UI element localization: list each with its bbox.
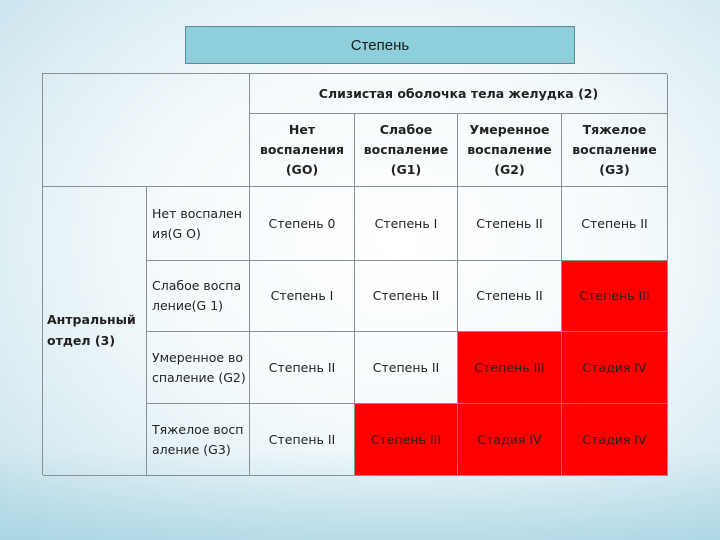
table-cell: Степень II: [355, 261, 458, 332]
table-corner-blank: [43, 74, 250, 187]
table-cell: Степень II: [355, 332, 458, 404]
table-cell: Степень II: [250, 332, 355, 404]
table-cell-highlighted: Степень III: [458, 332, 562, 404]
severity-table: Слизистая оболочка тела желудка (2) Нет …: [42, 73, 668, 476]
page-title: Степень: [185, 26, 575, 64]
column-header: Нет воспаления (GO): [250, 114, 355, 187]
column-header: Слабое воспаление (G1): [355, 114, 458, 187]
table-cell-highlighted: Стадия IV: [562, 332, 668, 404]
row-header: Слабое воспаление(G 1): [147, 261, 250, 332]
column-header: Умеренное воспаление (G2): [458, 114, 562, 187]
column-header: Тяжелое воспаление (G3): [562, 114, 668, 187]
row-header: Тяжелое воспаление (G3): [147, 404, 250, 476]
table-cell: Степень II: [458, 261, 562, 332]
row-group-header: Антральный отдел (3): [43, 187, 147, 476]
column-group-header: Слизистая оболочка тела желудка (2): [250, 74, 668, 114]
table-cell: Степень I: [250, 261, 355, 332]
table-cell: Степень II: [458, 187, 562, 261]
table-cell-highlighted: Стадия IV: [458, 404, 562, 476]
row-header: Нет воспаления(G O): [147, 187, 250, 261]
table-cell-highlighted: Степень III: [562, 261, 668, 332]
row-header: Умеренное воспаление (G2): [147, 332, 250, 404]
table-cell: Степень II: [250, 404, 355, 476]
table-cell: Степень I: [355, 187, 458, 261]
table-cell-highlighted: Стадия IV: [562, 404, 668, 476]
table-cell: Степень II: [562, 187, 668, 261]
table-cell-highlighted: Степень III: [355, 404, 458, 476]
table-cell: Степень 0: [250, 187, 355, 261]
